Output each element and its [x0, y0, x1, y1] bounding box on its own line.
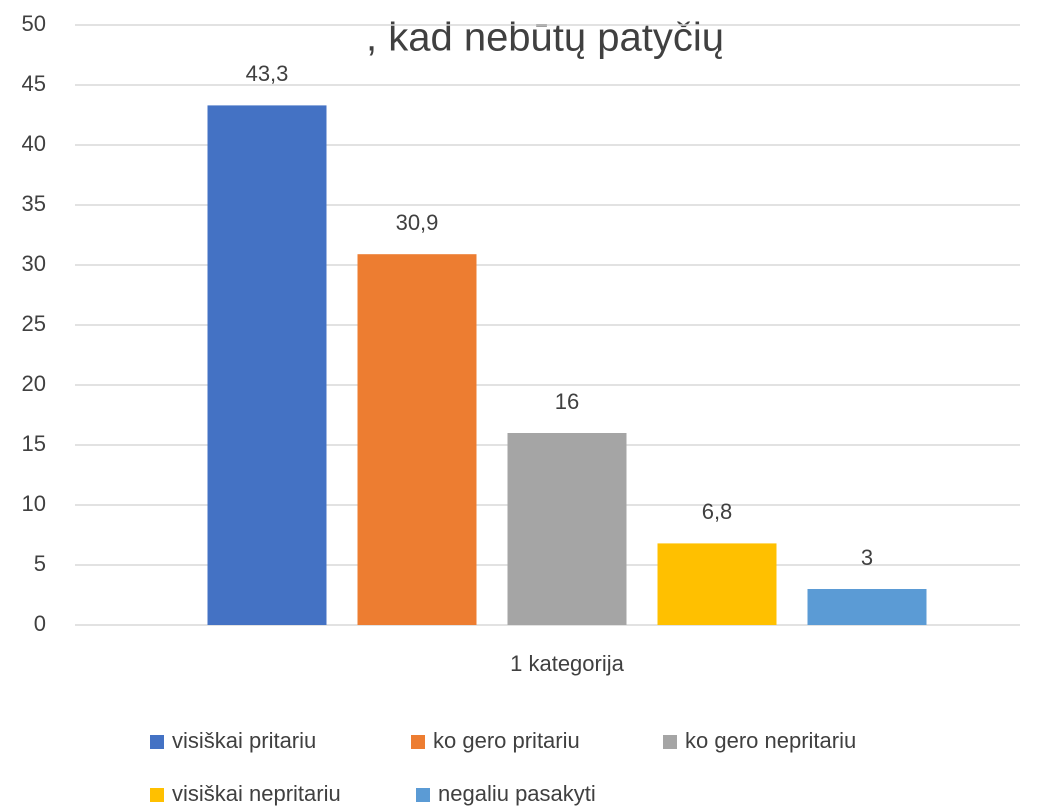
y-tick-label: 0: [34, 611, 46, 636]
data-label: 30,9: [396, 210, 439, 235]
bar: [207, 105, 327, 625]
legend-swatch: [411, 735, 425, 749]
data-label: 16: [555, 389, 579, 414]
x-tick-label: 1 kategorija: [510, 651, 625, 676]
bar: [507, 433, 627, 625]
y-tick-label: 50: [22, 11, 46, 36]
bar: [357, 254, 477, 625]
y-tick-label: 20: [22, 371, 46, 396]
legend-swatch: [150, 735, 164, 749]
legend-swatch: [150, 788, 164, 802]
data-label: 6,8: [702, 499, 733, 524]
bar: [657, 543, 777, 625]
legend-label: visiškai nepritariu: [172, 781, 341, 806]
y-tick-label: 10: [22, 491, 46, 516]
data-label: 43,3: [246, 61, 289, 86]
data-label: 3: [861, 545, 873, 570]
y-tick-label: 30: [22, 251, 46, 276]
legend-swatch: [663, 735, 677, 749]
bar: [807, 589, 927, 625]
y-tick-label: 45: [22, 71, 46, 96]
y-tick-label: 5: [34, 551, 46, 576]
legend-label: ko gero pritariu: [433, 728, 580, 753]
legend-swatch: [416, 788, 430, 802]
legend-label: ko gero nepritariu: [685, 728, 856, 753]
y-tick-label: 25: [22, 311, 46, 336]
y-tick-label: 35: [22, 191, 46, 216]
y-tick-label: 40: [22, 131, 46, 156]
y-tick-label: 15: [22, 431, 46, 456]
chart-title: , kad nebūtų patyčių: [366, 16, 724, 60]
legend-label: visiškai pritariu: [172, 728, 316, 753]
legend-label: negaliu pasakyti: [438, 781, 596, 806]
